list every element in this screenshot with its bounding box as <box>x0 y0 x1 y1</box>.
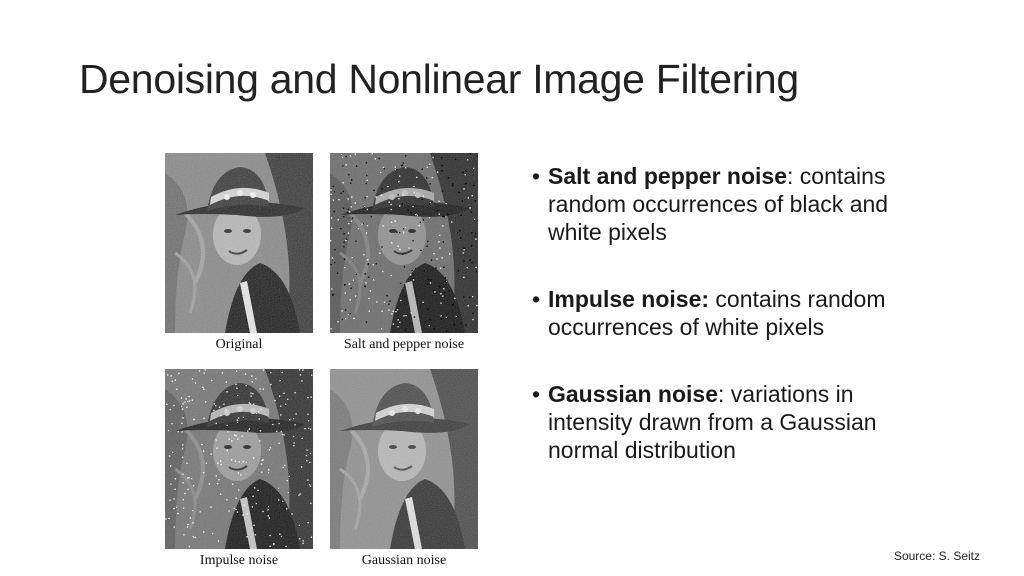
bullet-dot: • <box>532 381 541 407</box>
figure-caption: Impulse noise <box>199 553 279 568</box>
portrait-image-original <box>165 153 313 333</box>
portrait-image-salt-pepper <box>330 153 478 333</box>
portrait-image-gaussian <box>330 369 478 549</box>
bullet-dot: • <box>532 286 541 312</box>
slide-title: Denoising and Nonlinear Image Filtering <box>79 56 799 102</box>
noise-examples-figure: Original Salt and pepper noise Impulse n… <box>163 151 483 571</box>
figure-panel-salt-pepper: Salt and pepper noise <box>330 153 478 353</box>
bullet-separator: : <box>787 163 794 189</box>
bullet-impulse: • Impulse noise: contains random occurre… <box>532 285 922 341</box>
figure-caption: Original <box>215 337 263 352</box>
bullet-dot: • <box>532 163 541 189</box>
bullet-list: • Salt and pepper noise: contains random… <box>532 162 922 503</box>
figure-panel-impulse: Impulse noise <box>165 369 313 569</box>
figure-panel-original: Original <box>165 153 313 353</box>
bullet-term: Gaussian noise <box>548 381 719 407</box>
figure-caption: Salt and pepper noise <box>343 337 465 352</box>
source-credit: Source: S. Seitz <box>893 549 980 563</box>
bullet-text: variations in intensity drawn from a Gau… <box>548 381 877 463</box>
bullet-term: Salt and pepper noise <box>548 163 787 189</box>
bullet-text: contains random occurrences of black and… <box>548 163 889 245</box>
bullet-term: Impulse noise: <box>548 286 710 312</box>
bullet-separator: : <box>718 381 725 407</box>
bullet-salt-pepper: • Salt and pepper noise: contains random… <box>532 162 922 246</box>
figure-panel-gaussian: Gaussian noise <box>330 369 478 569</box>
figure-caption: Gaussian noise <box>361 553 447 568</box>
bullet-gaussian: • Gaussian noise: variations in intensit… <box>532 380 922 464</box>
bullet-text: contains random occurrences of white pix… <box>548 286 886 340</box>
portrait-image-impulse <box>165 369 313 549</box>
